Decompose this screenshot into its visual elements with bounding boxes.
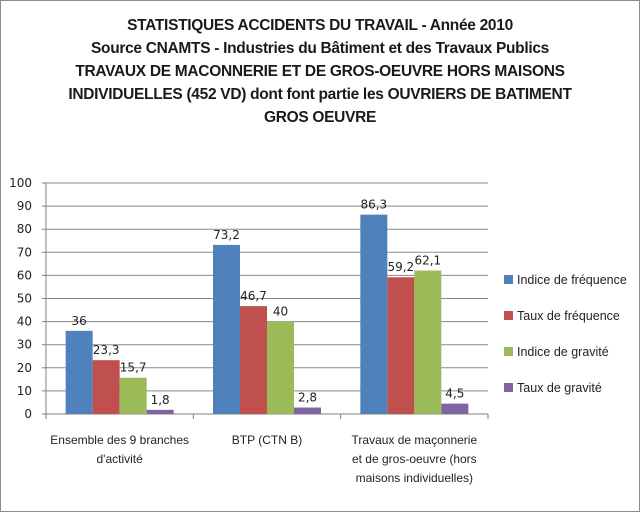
bar <box>65 330 93 414</box>
bar <box>294 407 321 414</box>
data-label: 4,5 <box>445 387 464 401</box>
data-label: 62,1 <box>414 254 441 268</box>
data-label: 23,3 <box>93 343 120 357</box>
data-label: 2,8 <box>298 391 317 405</box>
y-tick-label: 40 <box>17 315 32 329</box>
title-line-2: Source CNAMTS - Industries du Bâtiment e… <box>90 40 549 57</box>
y-tick-label: 80 <box>17 222 32 236</box>
bar <box>267 321 294 414</box>
y-tick-label: 50 <box>17 292 32 306</box>
data-label: 86,3 <box>360 198 387 212</box>
x-category-label: et de gros-oeuvre (hors <box>352 452 477 466</box>
bar <box>119 377 147 414</box>
bar <box>414 270 442 414</box>
legend-swatch <box>504 383 513 392</box>
data-label: 1,8 <box>151 393 170 407</box>
data-label: 36 <box>72 314 87 328</box>
title-line-1: STATISTIQUES ACCIDENTS DU TRAVAIL - Anné… <box>127 17 513 34</box>
chart-title: STATISTIQUES ACCIDENTS DU TRAVAIL - Anné… <box>20 14 620 129</box>
data-label: 59,2 <box>387 260 414 274</box>
x-category-label: Travaux de maçonnerie <box>352 433 478 447</box>
legend-label: Taux de gravité <box>517 381 602 395</box>
bar <box>92 360 120 414</box>
y-tick-label: 10 <box>17 384 32 398</box>
y-tick-label: 20 <box>17 361 32 375</box>
y-tick-label: 60 <box>17 268 32 282</box>
x-category-label: BTP (CTN B) <box>232 433 302 447</box>
bar <box>441 403 469 414</box>
bar <box>360 214 388 414</box>
title-line-4: INDIVIDUELLES (452 VD) dont font partie … <box>68 86 572 103</box>
data-label: 46,7 <box>240 289 267 303</box>
legend-swatch <box>504 275 513 284</box>
bar <box>387 277 415 414</box>
title-line-3: TRAVAUX DE MACONNERIE ET DE GROS-OEUVRE … <box>75 63 565 80</box>
data-label: 15,7 <box>120 361 147 375</box>
data-label: 40 <box>273 305 288 319</box>
y-tick-label: 100 <box>9 176 32 190</box>
y-tick-label: 0 <box>24 407 32 421</box>
y-tick-label: 90 <box>17 199 32 213</box>
bar <box>213 244 240 414</box>
legend-swatch <box>504 347 513 356</box>
x-category-label: d'activité <box>97 452 144 466</box>
x-category-label: Ensemble des 9 branches <box>50 433 189 447</box>
legend-label: Indice de fréquence <box>517 273 627 287</box>
bar <box>240 306 267 414</box>
legend-label: Indice de gravité <box>517 345 609 359</box>
y-tick-label: 30 <box>17 338 32 352</box>
data-label: 73,2 <box>213 228 240 242</box>
title-line-5: GROS OEUVRE <box>263 109 377 126</box>
x-category-label: maisons individuelles) <box>356 471 473 485</box>
y-tick-label: 70 <box>17 245 32 259</box>
legend-swatch <box>504 311 513 320</box>
bar <box>146 409 174 414</box>
legend-label: Taux de fréquence <box>517 309 620 323</box>
